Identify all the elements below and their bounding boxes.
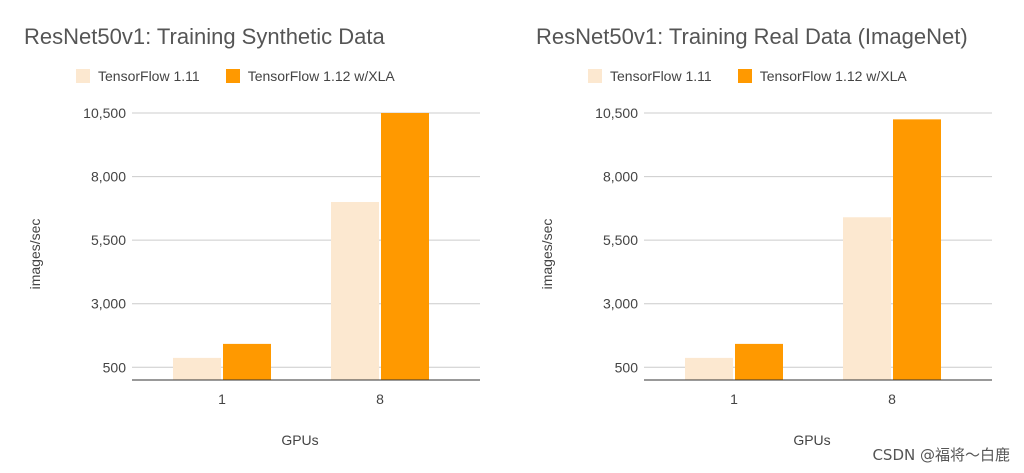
x-axis-label: GPUs	[281, 432, 318, 448]
chart-panel-real: ResNet50v1: Training Real Data (ImageNet…	[526, 0, 1024, 473]
y-tick-label: 500	[615, 359, 639, 375]
bar-tf112-xla-8gpu	[381, 113, 429, 380]
legend-item-tf112-xla: TensorFlow 1.12 w/XLA	[225, 68, 395, 84]
bar-tf112-xla-1gpu	[223, 343, 271, 380]
y-tick-label: 3,000	[91, 296, 126, 312]
bar-tf111-1gpu	[685, 357, 733, 380]
y-axis-label: images/sec	[539, 219, 555, 290]
legend-swatch	[588, 69, 602, 83]
y-tick-label: 5,500	[91, 232, 126, 248]
legend-label: TensorFlow 1.11	[610, 68, 712, 84]
legend-label: TensorFlow 1.11	[98, 68, 200, 84]
y-tick-label: 8,000	[91, 169, 126, 185]
y-tick-label: 8,000	[603, 169, 638, 185]
bar-chart-synthetic: 500 3,000 5,500 8,000 10,500 1 8 GPUs images/sec	[27, 105, 480, 448]
x-tick-label: 8	[376, 391, 384, 407]
legend-item-tf112-xla: TensorFlow 1.12 w/XLA	[737, 68, 907, 84]
bar-tf111-8gpu	[331, 202, 379, 380]
legend-swatch	[225, 69, 240, 83]
bar-tf111-8gpu	[843, 217, 891, 380]
legend: TensorFlow 1.11 TensorFlow 1.12 w/XLA	[76, 68, 395, 84]
bar-chart-real: 500 3,000 5,500 8,000 10,500 1 8 GPUs images/sec	[539, 105, 992, 448]
x-tick-label: 8	[888, 391, 896, 407]
y-tick-label: 3,000	[603, 296, 638, 312]
watermark: CSDN @福将～白鹿	[872, 446, 1010, 464]
y-tick-label: 5,500	[603, 232, 638, 248]
bar-tf111-1gpu	[173, 357, 221, 380]
x-axis-label: GPUs	[793, 432, 830, 448]
chart-title: ResNet50v1: Training Real Data (ImageNet…	[536, 24, 968, 49]
legend-label: TensorFlow 1.12 w/XLA	[759, 68, 907, 84]
legend-item-tf111: TensorFlow 1.11	[588, 68, 712, 84]
bar-tf112-xla-8gpu	[893, 119, 941, 380]
y-tick-label: 10,500	[83, 105, 126, 121]
legend-swatch	[737, 69, 752, 83]
x-tick-label: 1	[730, 391, 738, 407]
y-tick-label: 500	[103, 359, 127, 375]
bar-tf112-xla-1gpu	[735, 343, 783, 380]
x-tick-label: 1	[218, 391, 226, 407]
legend: TensorFlow 1.11 TensorFlow 1.12 w/XLA	[588, 68, 907, 84]
legend-swatch	[76, 69, 90, 83]
y-axis-label: images/sec	[27, 219, 43, 290]
legend-item-tf111: TensorFlow 1.11	[76, 68, 200, 84]
chart-panel-synthetic: ResNet50v1: Training Synthetic Data Tens…	[14, 0, 514, 473]
chart-title: ResNet50v1: Training Synthetic Data	[24, 24, 385, 49]
legend-label: TensorFlow 1.12 w/XLA	[247, 68, 395, 84]
y-tick-label: 10,500	[595, 105, 638, 121]
